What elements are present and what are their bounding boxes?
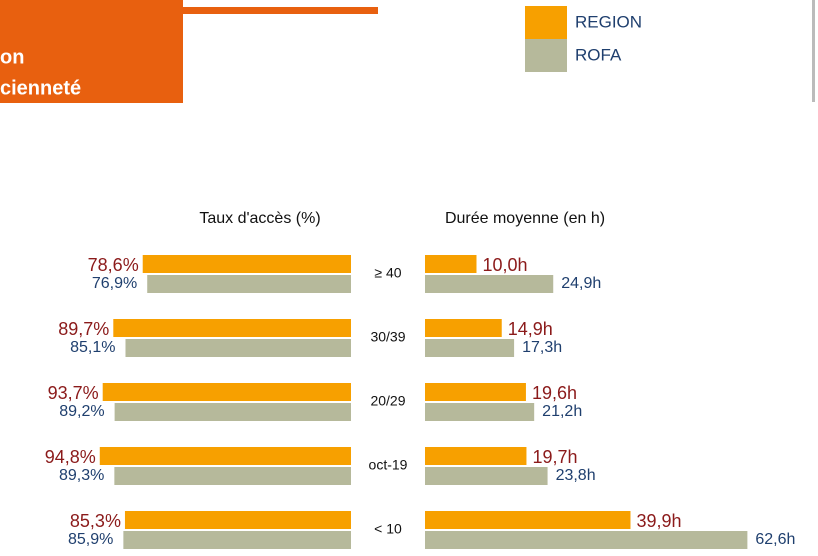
value-label: 39,9h [636, 511, 681, 531]
value-label: 19,7h [532, 447, 577, 467]
value-label: 24,9h [561, 275, 601, 292]
value-label: 85,9% [68, 531, 113, 548]
bar [425, 339, 515, 357]
bar [142, 255, 351, 273]
bar [425, 403, 535, 421]
bar [425, 383, 526, 401]
bar [425, 447, 527, 465]
legend-swatch [525, 39, 567, 72]
value-label: 23,8h [556, 467, 596, 484]
value-label: 93,7% [48, 383, 99, 403]
value-label: 76,9% [92, 275, 137, 292]
title-rule [183, 7, 378, 14]
value-label: 89,3% [59, 467, 104, 484]
bar [113, 319, 351, 337]
chart-title: Taux d'accès (%) [199, 210, 320, 227]
bar [425, 275, 554, 293]
bar [425, 531, 748, 549]
bar [425, 467, 548, 485]
bar [125, 339, 351, 357]
value-label: 89,2% [59, 403, 104, 420]
value-label: 17,3h [522, 339, 562, 356]
legend-swatch [525, 6, 567, 39]
value-label: 14,9h [508, 319, 553, 339]
bar [124, 511, 351, 529]
category-label: 20/29 [370, 393, 405, 409]
bar [425, 319, 502, 337]
bar [123, 531, 352, 549]
category-label: < 10 [374, 521, 402, 537]
bar [102, 383, 351, 401]
value-label: 62,6h [755, 531, 795, 548]
value-label: 78,6% [88, 255, 139, 275]
bar [114, 467, 351, 485]
bar [114, 403, 352, 421]
category-label: oct-19 [369, 457, 408, 473]
value-label: 94,8% [45, 447, 96, 467]
chart-title: Durée moyenne (en h) [445, 210, 605, 227]
bar [425, 511, 631, 529]
value-label: 21,2h [542, 403, 582, 420]
value-label: 85,3% [70, 511, 121, 531]
category-label: ≥ 40 [374, 265, 401, 281]
bar [99, 447, 351, 465]
legend-label: REGION [575, 12, 642, 31]
value-label: 10,0h [483, 255, 528, 275]
value-label: 85,1% [70, 339, 115, 356]
category-label: 30/39 [370, 329, 405, 345]
legend-label: ROFA [575, 45, 622, 64]
value-label: 89,7% [58, 319, 109, 339]
title-block [0, 0, 183, 103]
title-line: on [0, 46, 24, 68]
side-rule [812, 0, 815, 102]
bar [147, 275, 351, 293]
title-line: cienneté [0, 77, 81, 99]
bar [425, 255, 477, 273]
value-label: 19,6h [532, 383, 577, 403]
